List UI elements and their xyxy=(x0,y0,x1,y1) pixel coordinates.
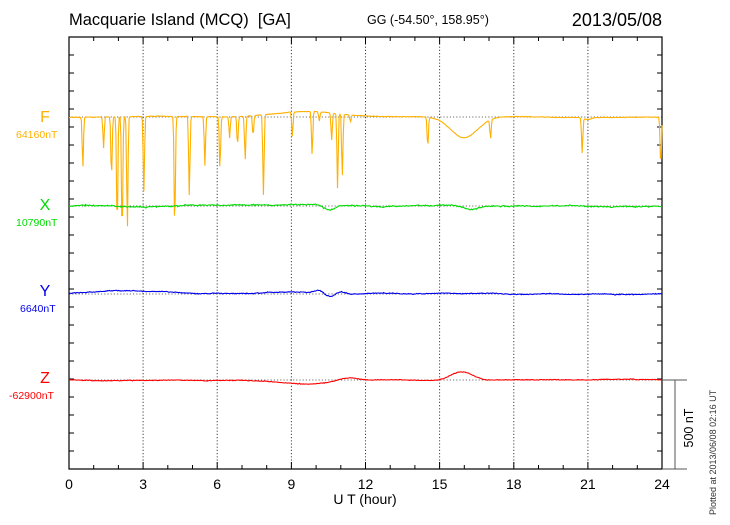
svg-text:0: 0 xyxy=(65,476,73,492)
svg-text:500 nT: 500 nT xyxy=(682,408,696,447)
svg-text:Plotted at 2013/06/08 02:16 UT: Plotted at 2013/06/08 02:16 UT xyxy=(708,389,718,515)
svg-text:2013/05/08: 2013/05/08 xyxy=(572,10,662,30)
svg-text:F: F xyxy=(40,109,50,126)
svg-text:Macquarie Island (MCQ) [GA]: Macquarie Island (MCQ) [GA] xyxy=(69,11,291,29)
svg-text:24: 24 xyxy=(654,476,670,492)
svg-text:6640nT: 6640nT xyxy=(20,303,56,315)
svg-text:U T (hour): U T (hour) xyxy=(333,491,396,507)
svg-text:GG (-54.50°, 158.95°): GG (-54.50°, 158.95°) xyxy=(367,13,489,27)
svg-text:15: 15 xyxy=(432,476,448,492)
svg-text:Y: Y xyxy=(40,283,51,300)
svg-text:64160nT: 64160nT xyxy=(16,129,58,141)
svg-text:Z: Z xyxy=(40,370,50,387)
svg-text:18: 18 xyxy=(506,476,522,492)
svg-text:3: 3 xyxy=(139,476,147,492)
svg-text:12: 12 xyxy=(358,476,374,492)
svg-text:6: 6 xyxy=(213,476,221,492)
svg-text:21: 21 xyxy=(580,476,596,492)
svg-text:10790nT: 10790nT xyxy=(16,217,58,229)
svg-text:X: X xyxy=(40,197,51,214)
svg-text:9: 9 xyxy=(288,476,296,492)
svg-text:-62900nT: -62900nT xyxy=(9,390,55,402)
